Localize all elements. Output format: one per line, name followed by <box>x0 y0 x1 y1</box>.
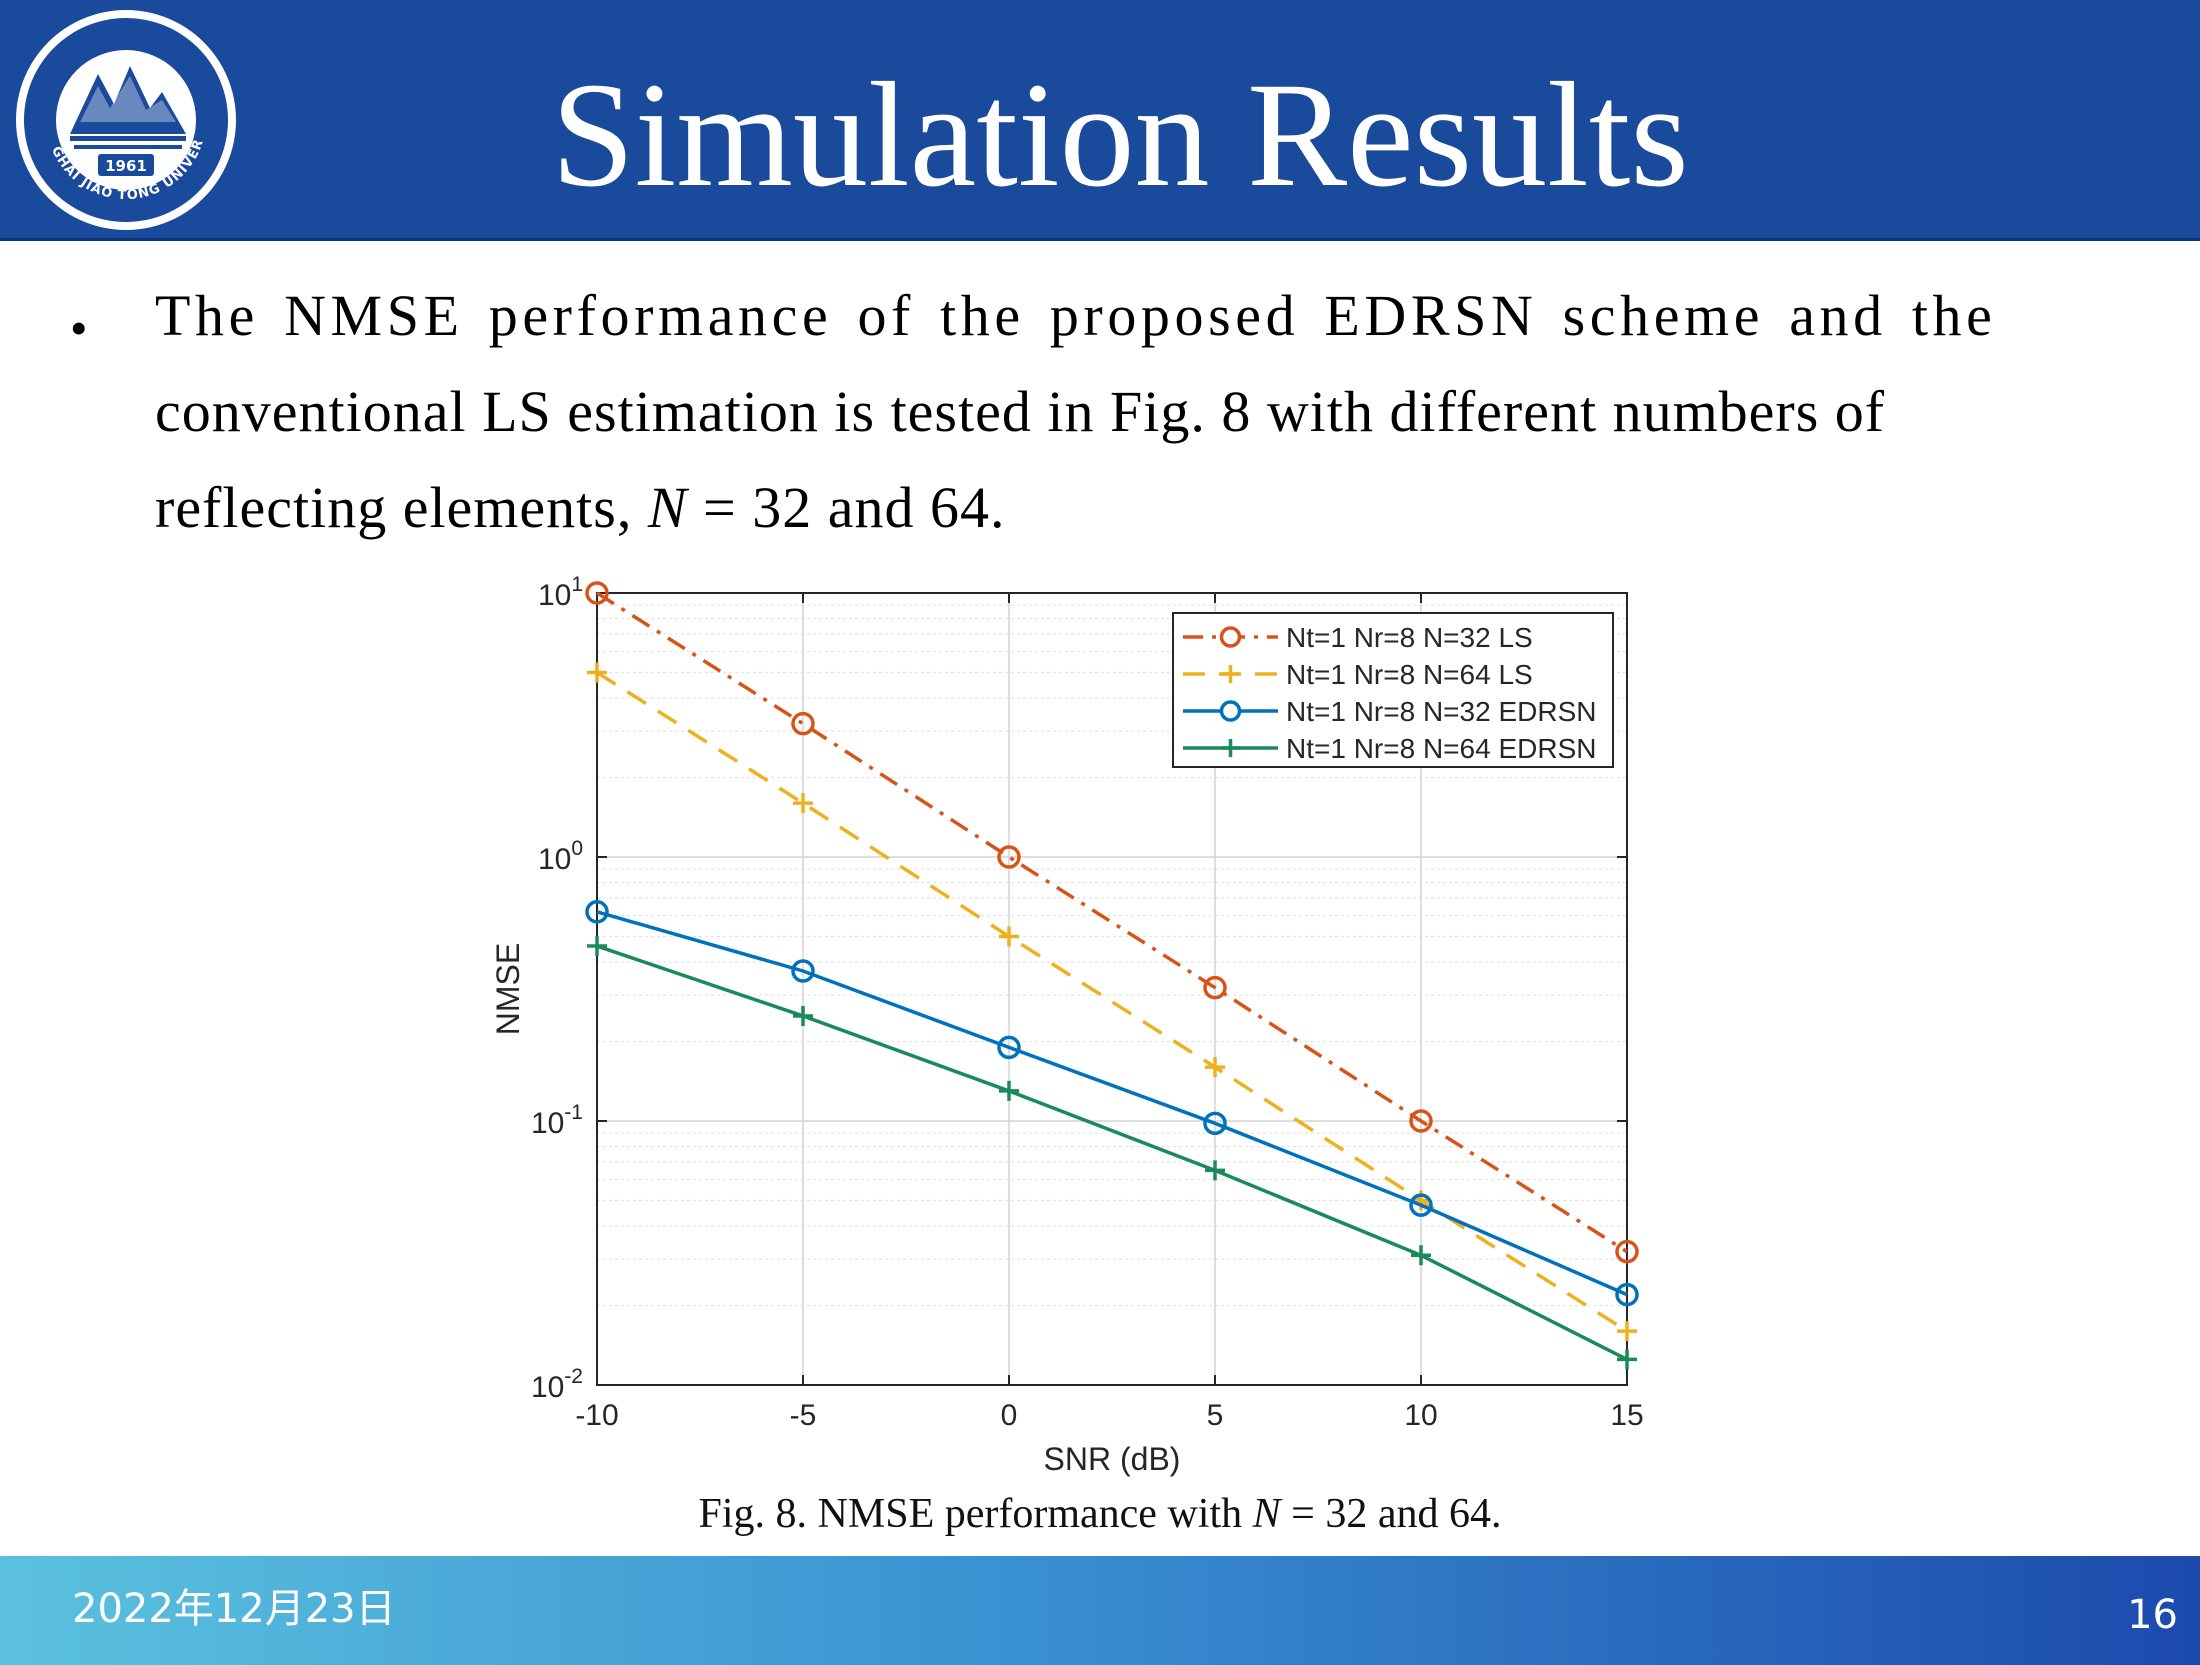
series-1-point <box>791 711 815 736</box>
header-divider <box>0 238 2200 241</box>
bullet-line-3: reflecting elements, N = 32 and 64. <box>155 460 2055 556</box>
series-1-point <box>997 845 1021 869</box>
nmse-chart: -10 -5 0 5 10 15 101 100 10-1 10-2 SNR (dB) NMSE Nt=… <box>490 573 1644 1477</box>
legend-label-1: Nt=1 Nr=8 N=32 LS <box>1286 622 1533 653</box>
bullet-line-3-pre: reflecting elements, <box>155 475 648 540</box>
series-2-point <box>999 926 1019 947</box>
series-2-point <box>1617 1321 1637 1342</box>
series-3-point <box>585 900 609 924</box>
series-4-point <box>587 936 607 957</box>
bullet-point: • <box>70 300 88 356</box>
series-2-point <box>587 662 607 683</box>
y-tick-label: 101 <box>538 573 583 612</box>
footer-bar: 2022年12月23日 16 <box>0 1556 2200 1665</box>
figure-caption: Fig. 8. NMSE performance with N = 32 and… <box>480 1490 1720 1538</box>
y-tick-label: 10-2 <box>531 1365 583 1404</box>
bullet-line-2: conventional LS estimation is tested in … <box>155 379 1886 444</box>
series-2-point <box>1205 1057 1225 1078</box>
legend-label-4: Nt=1 Nr=8 N=64 EDRSN <box>1286 733 1596 764</box>
x-tick-label: 0 <box>1001 1399 1018 1432</box>
y-tick-label: 10-1 <box>531 1101 583 1140</box>
series-4-point <box>999 1080 1019 1101</box>
series-1-point <box>1409 1109 1433 1133</box>
x-axis-label: SNR (dB) <box>1044 1441 1181 1477</box>
series-4-point <box>1617 1349 1637 1370</box>
legend-marker-2 <box>1221 665 1240 683</box>
series-4-point <box>1205 1160 1225 1181</box>
footer-date: 2022年12月23日 <box>72 1586 396 1632</box>
caption-variable-n: N <box>1252 1491 1281 1537</box>
x-tick-label: -5 <box>790 1399 817 1432</box>
series-3-point <box>1615 1282 1639 1307</box>
logo-year: 1961 <box>105 157 147 175</box>
caption-post: = 32 and 64. <box>1280 1491 1502 1537</box>
series-3-point <box>1203 1111 1227 1136</box>
bullet-text: The NMSE performance of the proposed EDR… <box>155 268 2055 556</box>
axes-box <box>596 592 1628 1386</box>
legend-marker-1 <box>1219 626 1242 648</box>
series-1-point <box>585 581 609 605</box>
series-3-point <box>1409 1193 1433 1217</box>
title-bar: 1961 SHANGHAI JIAO TONG UNIVERSITY Simul… <box>0 0 2200 238</box>
series-2-point <box>793 793 813 814</box>
slide-title: Simulation Results <box>551 52 1689 218</box>
bullet-line-3-post: = 32 and 64. <box>687 475 1006 540</box>
x-tick-label: -10 <box>575 1399 618 1432</box>
series-4-point <box>793 1005 813 1026</box>
x-tick-label: 10 <box>1404 1399 1437 1432</box>
university-logo: 1961 SHANGHAI JIAO TONG UNIVERSITY <box>10 4 236 230</box>
y-tick-label: 100 <box>538 837 583 876</box>
x-tick-label: 5 <box>1207 1399 1224 1432</box>
x-tick-label: 15 <box>1610 1399 1643 1432</box>
series-4-point <box>1411 1245 1431 1266</box>
series-3-point <box>791 959 815 983</box>
legend-marker-3 <box>1219 700 1242 722</box>
series-3-point <box>997 1035 1021 1060</box>
legend-label-2: Nt=1 Nr=8 N=64 LS <box>1286 659 1533 690</box>
legend-label-3: Nt=1 Nr=8 N=32 EDRSN <box>1286 696 1596 727</box>
legend-marker-4 <box>1221 739 1240 757</box>
page-number: 16 <box>2127 1592 2178 1638</box>
y-axis-label: NMSE <box>490 943 526 1035</box>
series-line-2 <box>596 670 1628 1333</box>
bullet-line-1: The NMSE performance of the proposed EDR… <box>155 283 1997 348</box>
series-line-3 <box>596 910 1628 1297</box>
legend-box <box>1172 612 1614 768</box>
series-line-4 <box>596 944 1628 1361</box>
series-1-point <box>1615 1239 1639 1264</box>
series-line-1 <box>596 591 1628 1254</box>
series-1-point <box>1203 975 1227 1000</box>
variable-n: N <box>647 475 688 540</box>
caption-pre: Fig. 8. NMSE performance with <box>698 1491 1253 1537</box>
